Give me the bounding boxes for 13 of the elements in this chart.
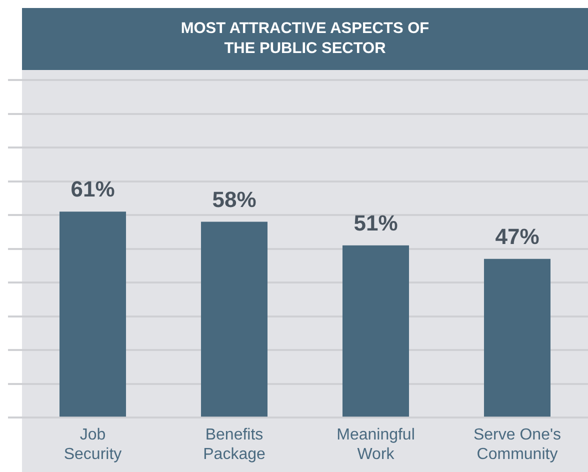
x-tick-label: Job Security xyxy=(64,426,122,463)
chart-title: MOST ATTRACTIVE ASPECTS OF THE PUBLIC SECTOR xyxy=(180,19,430,59)
data-label: 51% xyxy=(354,210,398,236)
bar xyxy=(60,212,126,417)
x-tick-label: Benefits Package xyxy=(203,426,266,463)
bar xyxy=(484,258,551,417)
data-label: 61% xyxy=(70,176,115,202)
x-tick-label: Serve One's Community xyxy=(473,426,562,463)
x-tick-label: Meaningful Work xyxy=(336,426,415,463)
data-label: 58% xyxy=(212,186,256,212)
bar xyxy=(342,245,410,417)
data-label: 47% xyxy=(495,224,540,249)
bar xyxy=(201,222,268,417)
